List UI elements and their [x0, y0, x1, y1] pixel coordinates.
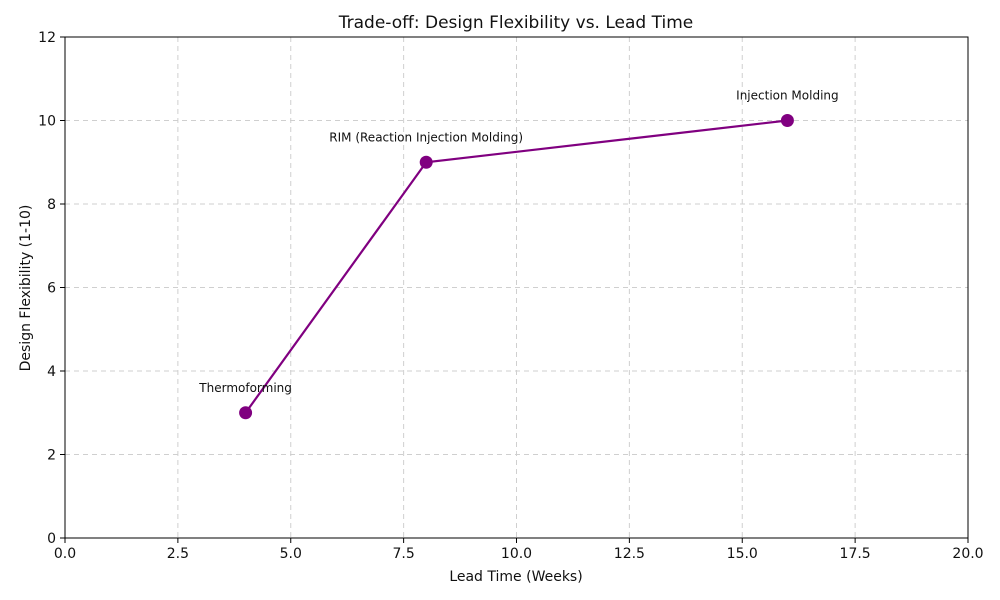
- x-tick-label: 5.0: [280, 546, 302, 562]
- y-tick-label: 4: [47, 364, 56, 380]
- point-label: Thermoforming: [198, 381, 292, 395]
- x-tick-label: 2.5: [167, 546, 189, 562]
- x-tick-label: 7.5: [392, 546, 414, 562]
- point-label: RIM (Reaction Injection Molding): [329, 130, 523, 144]
- point-label: Injection Molding: [736, 89, 838, 103]
- y-tick-label: 2: [47, 448, 56, 464]
- data-point[interactable]: [419, 155, 433, 169]
- x-tick-label: 15.0: [727, 546, 758, 562]
- x-tick-label: 17.5: [840, 546, 871, 562]
- series-layer: Thermoforming RIM (Reaction Injection Mol…: [198, 89, 839, 420]
- x-tick-label: 12.5: [614, 546, 645, 562]
- y-tick-label: 0: [47, 531, 56, 547]
- x-tick-label: 0.0: [54, 546, 76, 562]
- grid-lines: [65, 37, 968, 538]
- chart-title: Trade-off: Design Flexibility vs. Lead T…: [338, 13, 693, 33]
- y-axis-label: Design Flexibility (1-10): [18, 205, 34, 372]
- x-tick-label: 10.0: [501, 546, 532, 562]
- x-tick-label: 20.0: [952, 546, 983, 562]
- y-tick-label: 8: [47, 197, 56, 213]
- axis-ticks: 0.0 2.5 5.0 7.5 10.0 12.5 15.0 17.5 20.0 0 2 4 6 8 10 1…: [38, 30, 983, 562]
- x-axis-label: Lead Time (Weeks): [449, 569, 582, 585]
- y-tick-label: 10: [38, 114, 56, 130]
- y-tick-label: 12: [38, 30, 56, 46]
- data-point[interactable]: [239, 406, 253, 420]
- y-tick-label: 6: [47, 281, 56, 297]
- plot-frame: [64, 36, 969, 539]
- data-point[interactable]: [780, 114, 794, 127]
